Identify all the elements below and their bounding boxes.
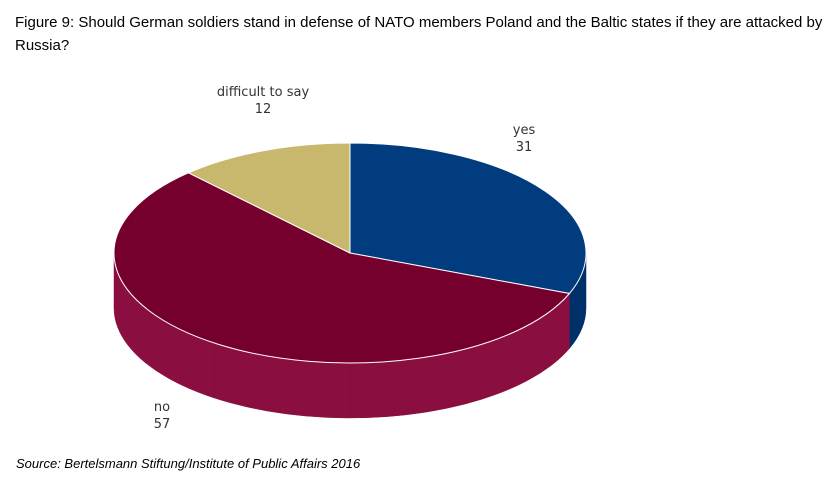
pie-labels: yes 31 no 57 difficult to say 12 bbox=[154, 85, 536, 432]
slice-value-yes: 31 bbox=[516, 140, 533, 155]
chart-title: Figure 9: Should German soldiers stand i… bbox=[15, 14, 823, 54]
pie-slice-yes bbox=[349, 142, 587, 295]
pie-slice-difficult-to-say bbox=[187, 142, 351, 254]
pie-slice-no bbox=[113, 172, 571, 364]
slice-label-difficult-to-say: difficult to say bbox=[217, 85, 310, 100]
slice-label-yes: yes bbox=[513, 123, 536, 138]
slice-value-no: 57 bbox=[154, 417, 171, 432]
pie-tops bbox=[113, 142, 587, 364]
slice-label-no: no bbox=[154, 400, 170, 415]
chart-source: Source: Bertelsmann Stiftung/Institute o… bbox=[16, 456, 361, 471]
slice-value-difficult-to-say: 12 bbox=[255, 102, 272, 117]
